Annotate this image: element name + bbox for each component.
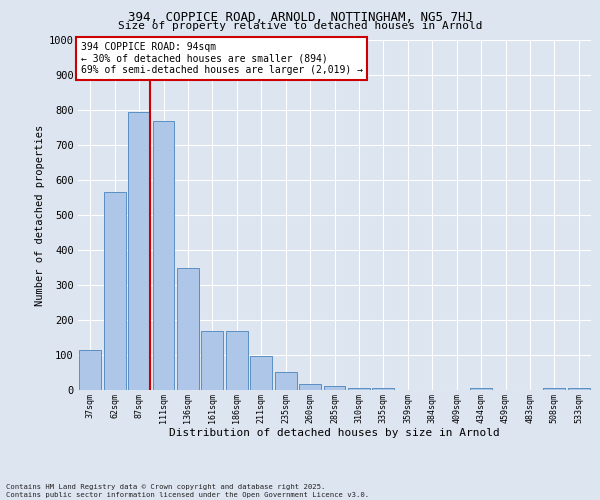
Text: 394, COPPICE ROAD, ARNOLD, NOTTINGHAM, NG5 7HJ: 394, COPPICE ROAD, ARNOLD, NOTTINGHAM, N… [128,11,473,24]
Bar [250,356,272,390]
Bar [568,388,590,390]
X-axis label: Distribution of detached houses by size in Arnold: Distribution of detached houses by size … [169,428,500,438]
Bar [152,120,175,390]
Bar [79,350,101,390]
Bar [177,268,199,390]
Bar [373,388,394,390]
Y-axis label: Number of detached properties: Number of detached properties [35,124,44,306]
Bar [104,192,125,390]
Bar [299,384,321,390]
Bar [202,331,223,390]
Text: 394 COPPICE ROAD: 94sqm
← 30% of detached houses are smaller (894)
69% of semi-d: 394 COPPICE ROAD: 94sqm ← 30% of detache… [80,42,362,75]
Bar [348,388,370,390]
Bar [275,372,296,390]
Bar [544,388,565,390]
Bar [128,112,150,390]
Text: Contains HM Land Registry data © Crown copyright and database right 2025.
Contai: Contains HM Land Registry data © Crown c… [6,484,369,498]
Bar [323,386,346,390]
Bar [470,388,492,390]
Text: Size of property relative to detached houses in Arnold: Size of property relative to detached ho… [118,21,482,31]
Bar [226,331,248,390]
